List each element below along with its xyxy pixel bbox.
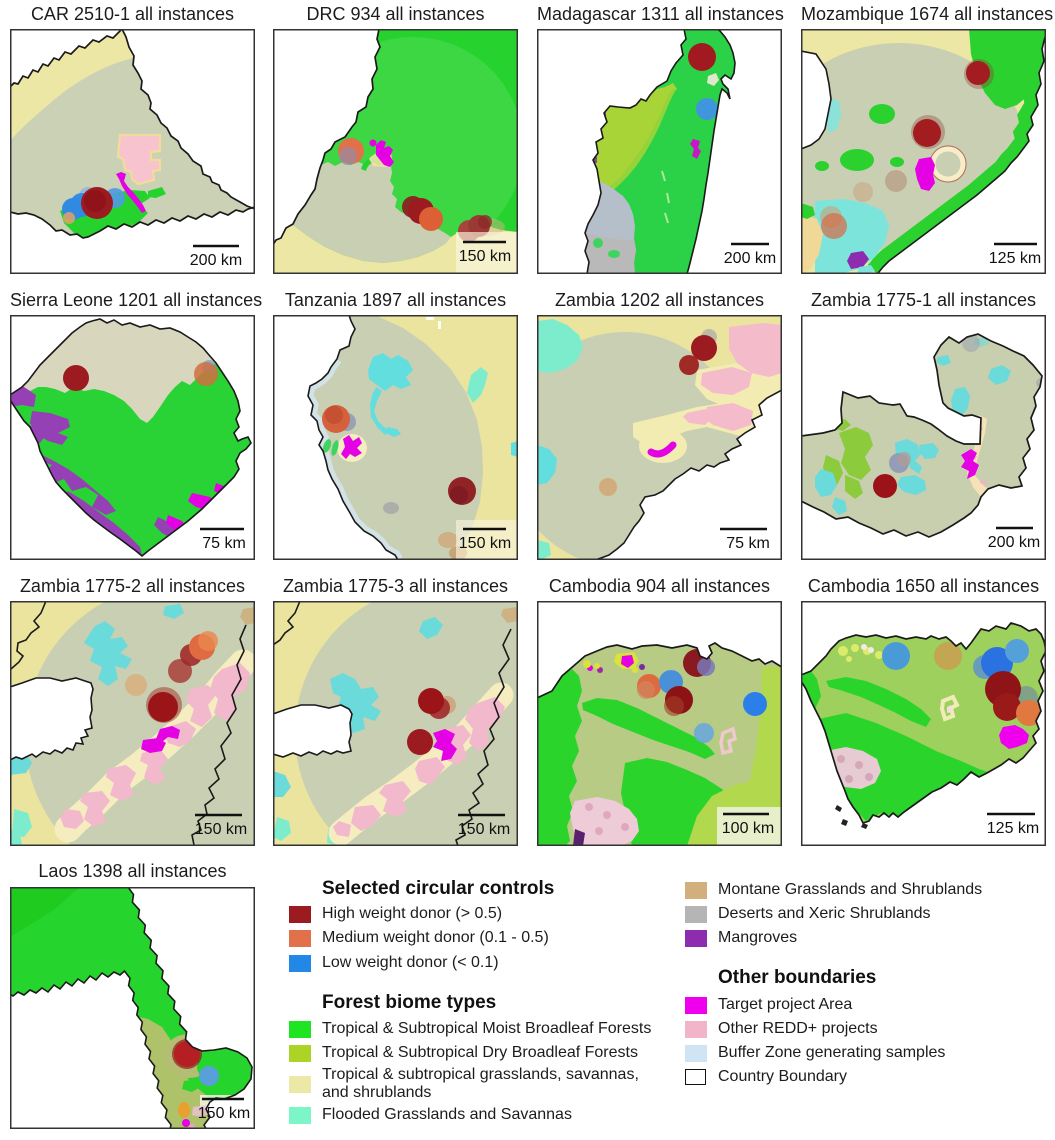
svg-text:150 km: 150 km xyxy=(459,248,511,265)
svg-text:150 km: 150 km xyxy=(195,821,247,838)
svg-text:200 km: 200 km xyxy=(724,250,776,267)
svg-text:75 km: 75 km xyxy=(202,535,246,552)
svg-text:150 km: 150 km xyxy=(458,821,510,838)
svg-text:200 km: 200 km xyxy=(988,534,1040,551)
svg-text:100 km: 100 km xyxy=(722,820,774,837)
svg-text:125 km: 125 km xyxy=(989,250,1041,267)
svg-text:125 km: 125 km xyxy=(987,820,1039,837)
svg-text:150 km: 150 km xyxy=(459,535,511,552)
svg-text:75 km: 75 km xyxy=(726,535,770,552)
svg-text:150 km: 150 km xyxy=(198,1105,250,1122)
svg-text:200 km: 200 km xyxy=(190,252,242,269)
